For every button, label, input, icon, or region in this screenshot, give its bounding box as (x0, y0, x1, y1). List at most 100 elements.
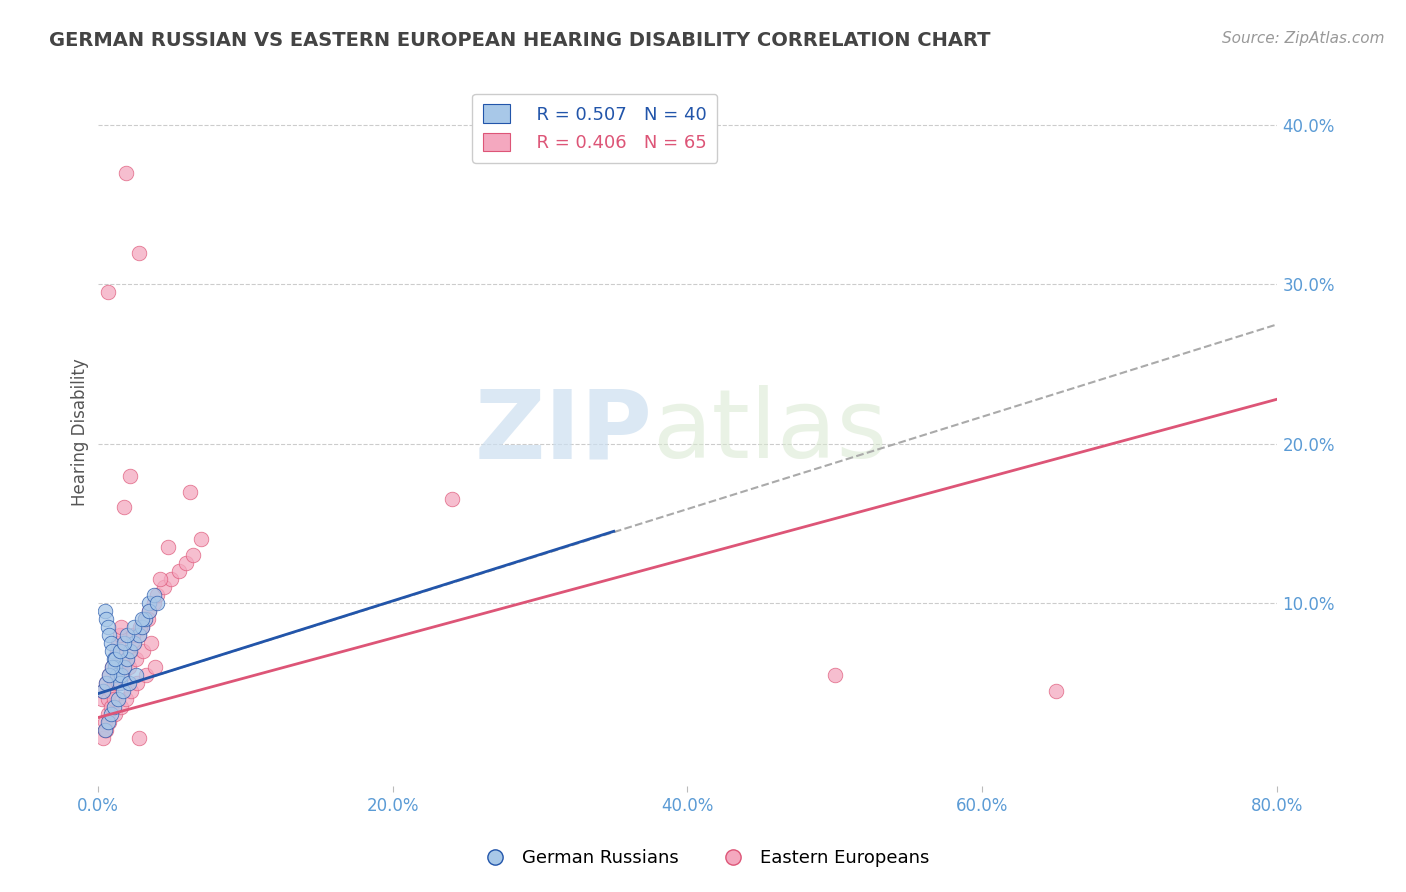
Point (96, 723, 118, 738)
Point (131, 620, 153, 634)
Point (97, 620, 120, 634)
Point (98, 628, 121, 642)
Text: ZIP: ZIP (474, 385, 652, 478)
Point (142, 588, 165, 602)
Point (103, 691, 125, 706)
Point (110, 699, 132, 714)
Point (108, 628, 131, 642)
Point (91, 691, 114, 706)
Point (97, 715, 120, 730)
Point (98, 667, 121, 681)
Legend:   R = 0.507   N = 40,   R = 0.406   N = 65: R = 0.507 N = 40, R = 0.406 N = 65 (472, 94, 717, 163)
Point (440, 492, 463, 507)
Point (124, 620, 146, 634)
Y-axis label: Hearing Disability: Hearing Disability (72, 358, 89, 506)
Point (114, 166, 136, 180)
Point (824, 667, 846, 681)
Point (107, 691, 129, 706)
Point (108, 675, 131, 690)
Point (128, 245, 150, 260)
Point (105, 667, 128, 681)
Point (142, 596, 165, 610)
Point (112, 659, 135, 673)
Point (94, 604, 117, 618)
Point (183, 548, 205, 562)
Point (118, 644, 141, 658)
Point (100, 699, 122, 714)
Point (134, 612, 156, 626)
Point (118, 468, 141, 483)
Point (97, 285, 120, 300)
Point (101, 659, 124, 673)
Legend: German Russians, Eastern Europeans: German Russians, Eastern Europeans (470, 842, 936, 874)
Point (100, 707, 122, 722)
Point (115, 651, 138, 665)
Point (94, 715, 117, 730)
Point (174, 556, 197, 570)
Point (160, 572, 183, 586)
Point (121, 683, 143, 698)
Point (94, 723, 117, 738)
Point (148, 572, 170, 586)
Point (112, 659, 135, 673)
Point (111, 683, 134, 698)
Point (118, 644, 141, 658)
Point (128, 628, 150, 642)
Point (117, 675, 139, 690)
Point (96, 612, 118, 626)
Point (98, 667, 121, 681)
Point (139, 636, 162, 650)
Point (179, 484, 201, 499)
Point (138, 596, 160, 610)
Point (131, 612, 153, 626)
Point (127, 675, 149, 690)
Point (124, 636, 146, 650)
Point (145, 588, 167, 602)
Point (103, 675, 125, 690)
Point (103, 699, 125, 714)
Point (122, 628, 145, 642)
Point (104, 707, 127, 722)
Point (112, 500, 135, 515)
Point (125, 651, 148, 665)
Point (132, 644, 155, 658)
Point (112, 636, 135, 650)
Point (167, 564, 190, 578)
Point (117, 659, 139, 673)
Point (138, 604, 160, 618)
Point (104, 651, 127, 665)
Point (96, 675, 118, 690)
Point (101, 644, 124, 658)
Point (110, 620, 132, 634)
Point (107, 636, 129, 650)
Point (104, 651, 127, 665)
Point (128, 628, 150, 642)
Point (108, 644, 131, 658)
Point (125, 667, 148, 681)
Point (129, 620, 152, 634)
Point (97, 707, 120, 722)
Point (128, 731, 150, 746)
Point (104, 659, 127, 673)
Point (96, 675, 118, 690)
Point (97, 691, 120, 706)
Point (190, 533, 212, 547)
Point (135, 667, 157, 681)
Point (157, 541, 180, 555)
Point (111, 667, 134, 681)
Point (145, 596, 167, 610)
Point (114, 691, 136, 706)
Point (136, 612, 159, 626)
Text: atlas: atlas (652, 385, 887, 478)
Point (93, 731, 115, 746)
Point (110, 667, 132, 681)
Point (115, 628, 138, 642)
Point (1045, 683, 1067, 698)
Point (131, 620, 153, 634)
Point (100, 636, 122, 650)
Point (101, 659, 124, 673)
Point (94, 723, 117, 738)
Point (100, 683, 122, 698)
Point (138, 604, 160, 618)
Point (107, 675, 129, 690)
